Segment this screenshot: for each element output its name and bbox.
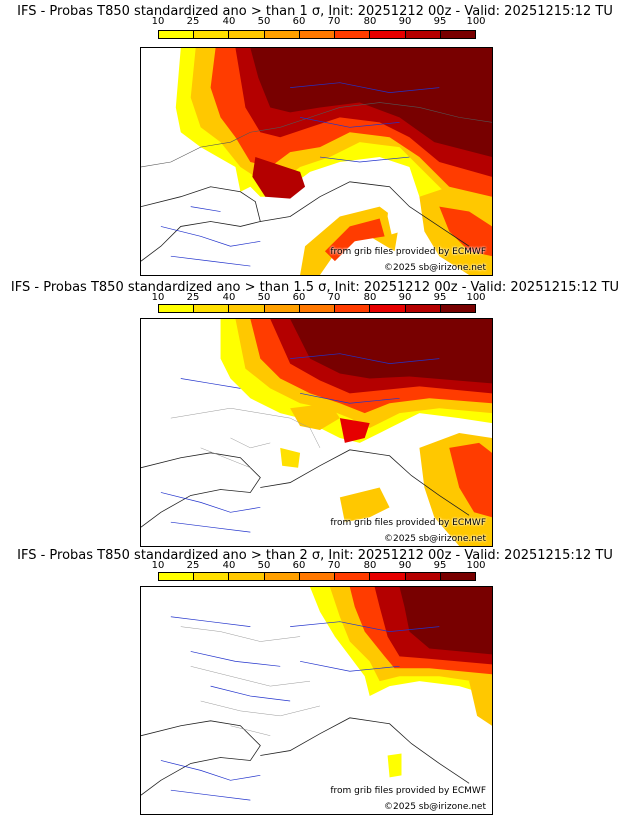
tick-label: 80 — [363, 560, 377, 571]
colorbar-swatch — [335, 573, 371, 580]
tick-label: 70 — [327, 292, 341, 303]
colorbar — [158, 572, 476, 581]
colorbar-swatch — [159, 31, 195, 38]
map-graphic — [141, 319, 492, 546]
tick-label: 40 — [222, 292, 236, 303]
colorbar-swatch — [335, 31, 371, 38]
panel-title: IFS - Probas T850 standardized ano > tha… — [10, 280, 620, 295]
tick-label: 90 — [398, 560, 412, 571]
tick-label: 10 — [151, 292, 165, 303]
map-panel-2: IFS - Probas T850 standardized ano > tha… — [0, 270, 630, 547]
colorbar-ticks: 10 25 40 50 60 70 80 90 95 100 — [140, 560, 486, 571]
colorbar-swatch — [440, 31, 475, 38]
map-graphic — [141, 48, 492, 275]
tick-label: 25 — [186, 560, 200, 571]
tick-label: 80 — [363, 292, 377, 303]
colorbar-swatch — [405, 305, 441, 312]
credit-source: from grib files provided by ECMWF — [330, 786, 486, 796]
tick-label: 10 — [151, 16, 165, 27]
tick-label: 50 — [257, 16, 271, 27]
colorbar-swatch — [229, 573, 265, 580]
tick-label: 50 — [257, 560, 271, 571]
tick-label: 90 — [398, 292, 412, 303]
tick-label: 70 — [327, 560, 341, 571]
credit-copyright: ©2025 sb@irizone.net — [384, 802, 486, 812]
colorbar-swatch — [405, 31, 441, 38]
probability-map: from grib files provided by ECMWF ©2025 … — [140, 47, 493, 276]
credit-copyright: ©2025 sb@irizone.net — [384, 534, 486, 544]
colorbar-swatch — [299, 305, 336, 312]
tick-label: 60 — [292, 292, 306, 303]
tick-label: 70 — [327, 16, 341, 27]
colorbar-swatch — [299, 31, 336, 38]
colorbar-swatch — [440, 305, 475, 312]
colorbar-swatch — [159, 305, 195, 312]
panel-title: IFS - Probas T850 standardized ano > tha… — [17, 548, 613, 563]
tick-label: 100 — [466, 292, 486, 303]
tick-label: 25 — [186, 292, 200, 303]
colorbar — [158, 30, 476, 39]
colorbar-swatch — [405, 573, 441, 580]
colorbar-swatch — [335, 305, 371, 312]
colorbar-swatch — [440, 573, 475, 580]
probability-map: from grib files provided by ECMWF ©2025 … — [140, 318, 493, 547]
colorbar-swatch — [159, 573, 195, 580]
colorbar-swatch — [264, 305, 300, 312]
colorbar-swatch — [194, 305, 230, 312]
map-graphic — [141, 587, 492, 801]
map-panel-1: IFS - Probas T850 standardized ano > tha… — [0, 0, 630, 276]
tick-label: 95 — [433, 560, 447, 571]
tick-label: 90 — [398, 16, 412, 27]
tick-label: 100 — [466, 560, 486, 571]
tick-label: 25 — [186, 16, 200, 27]
colorbar-swatch — [370, 305, 406, 312]
colorbar-swatch — [229, 305, 265, 312]
colorbar-swatch — [264, 573, 300, 580]
colorbar-swatch — [194, 573, 230, 580]
map-panel-3: IFS - Probas T850 standardized ano > tha… — [0, 540, 630, 815]
credit-source: from grib files provided by ECMWF — [330, 247, 486, 257]
colorbar-ticks: 10 25 40 50 60 70 80 90 95 100 — [140, 292, 486, 303]
tick-label: 95 — [433, 292, 447, 303]
credit-source: from grib files provided by ECMWF — [330, 518, 486, 528]
colorbar-swatch — [194, 31, 230, 38]
colorbar-swatch — [264, 31, 300, 38]
colorbar-ticks: 10 25 40 50 60 70 80 90 95 100 — [140, 16, 486, 27]
tick-label: 10 — [151, 560, 165, 571]
tick-label: 40 — [222, 560, 236, 571]
panel-title: IFS - Probas T850 standardized ano > tha… — [17, 4, 613, 19]
tick-label: 60 — [292, 560, 306, 571]
colorbar-swatch — [229, 31, 265, 38]
credit-copyright: ©2025 sb@irizone.net — [384, 263, 486, 273]
tick-label: 40 — [222, 16, 236, 27]
tick-label: 80 — [363, 16, 377, 27]
colorbar-swatch — [370, 31, 406, 38]
tick-label: 95 — [433, 16, 447, 27]
tick-label: 60 — [292, 16, 306, 27]
tick-label: 100 — [466, 16, 486, 27]
colorbar-swatch — [370, 573, 406, 580]
colorbar-swatch — [299, 573, 336, 580]
colorbar — [158, 304, 476, 313]
probability-map: from grib files provided by ECMWF ©2025 … — [140, 586, 493, 815]
tick-label: 50 — [257, 292, 271, 303]
